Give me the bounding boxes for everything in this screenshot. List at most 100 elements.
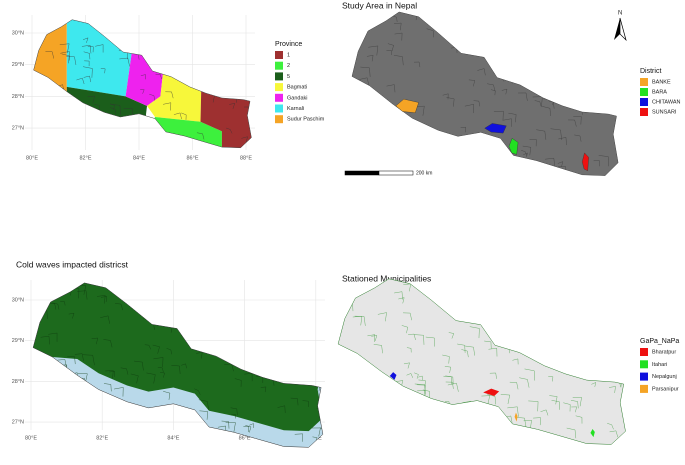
district-boundary (380, 446, 388, 454)
district-boundary (176, 308, 183, 315)
district-boundary (146, 372, 156, 384)
legend-label: Parsanipur (652, 386, 679, 392)
district-boundary (44, 115, 52, 124)
district-boundary (413, 334, 425, 345)
district-boundary (521, 344, 529, 353)
district-boundary (149, 93, 155, 101)
legend-label: Itahari (652, 362, 667, 368)
country (337, 278, 626, 445)
north-arrow (614, 18, 620, 40)
district-boundary (228, 87, 234, 94)
district-boundary (446, 97, 455, 107)
district-boundary (566, 346, 574, 353)
district-boundary (251, 321, 260, 330)
scale-bar (344, 170, 380, 176)
district-boundary (225, 422, 236, 433)
district-boundary (196, 132, 205, 140)
district-boundary (198, 399, 209, 410)
district-boundary (518, 92, 528, 101)
legend-swatch (640, 98, 648, 106)
district-boundary (110, 103, 121, 116)
x-tick-label: 82°E (80, 155, 92, 161)
district-boundary (103, 383, 112, 392)
district-boundary (493, 111, 504, 121)
municipality (483, 388, 500, 397)
district-boundary (426, 28, 434, 38)
district-boundary (434, 153, 442, 160)
district-boundary (140, 74, 146, 80)
district-boundary (344, 437, 351, 444)
district-boundary (442, 93, 449, 100)
district-boundary (468, 79, 476, 87)
district-boundary (623, 301, 626, 310)
district-boundary (245, 425, 252, 433)
district-boundary (488, 311, 496, 321)
district-boundary (100, 296, 107, 302)
district-boundary (521, 150, 527, 156)
district-boundary (418, 379, 426, 388)
district-boundary (520, 438, 531, 445)
district-boundary (544, 75, 550, 81)
district-boundary (574, 134, 582, 142)
district-boundary (499, 329, 507, 339)
x-tick-label: 82°E (96, 435, 108, 441)
district-boundary (133, 360, 144, 371)
district-boundary (487, 83, 496, 92)
district-boundary (506, 322, 513, 328)
district-boundary (464, 104, 474, 114)
district-boundary (192, 315, 200, 324)
district-boundary (210, 433, 220, 443)
district-boundary (189, 21, 198, 30)
district-boundary (373, 344, 383, 354)
impacted-area (33, 282, 323, 432)
district-boundary (59, 43, 70, 54)
district-boundary (229, 60, 237, 68)
district-boundary (190, 427, 197, 435)
district-boundary (567, 341, 575, 348)
district-boundary (599, 315, 610, 325)
district-boundary (438, 429, 447, 436)
district-boundary (171, 365, 181, 374)
district-boundary (414, 105, 425, 116)
panel-title: Stationed Municipalities (342, 273, 431, 283)
district-boundary (502, 67, 509, 75)
district-boundary (581, 70, 588, 77)
district-boundary (519, 377, 530, 388)
district-boundary (550, 64, 560, 75)
district-boundary (280, 354, 291, 367)
district-boundary (55, 95, 61, 102)
scale-label: 200 km (416, 170, 432, 176)
district-boundary (461, 424, 471, 434)
district-boundary (597, 288, 608, 300)
district-boundary (33, 381, 39, 388)
district-boundary (577, 278, 588, 290)
district-boundary (550, 128, 562, 140)
district-boundary (465, 345, 475, 356)
district-boundary (345, 393, 354, 401)
district-boundary (69, 149, 77, 157)
district-boundary (562, 84, 573, 95)
district-boundary (534, 164, 542, 172)
district-boundary (55, 400, 64, 409)
district-boundary (364, 146, 369, 151)
district-boundary (549, 395, 558, 405)
district-boundary (606, 32, 617, 41)
district-boundary (142, 408, 150, 415)
district-boundary (144, 344, 151, 350)
district-boundary (213, 316, 224, 328)
district-boundary (79, 408, 86, 415)
district-boundary (609, 430, 618, 438)
district-boundary (523, 420, 532, 429)
district-boundary (417, 390, 426, 399)
district-boundary (81, 45, 92, 54)
district-boundary (558, 137, 567, 146)
district-boundary (477, 68, 486, 76)
district-boundary (433, 151, 442, 162)
district-boundary (354, 315, 366, 326)
district-boundary (35, 352, 42, 360)
district-boundary (244, 348, 251, 354)
district-boundary (371, 335, 378, 341)
legend-swatch (640, 348, 648, 356)
district-boundary (170, 282, 183, 293)
district-boundary (57, 359, 67, 367)
